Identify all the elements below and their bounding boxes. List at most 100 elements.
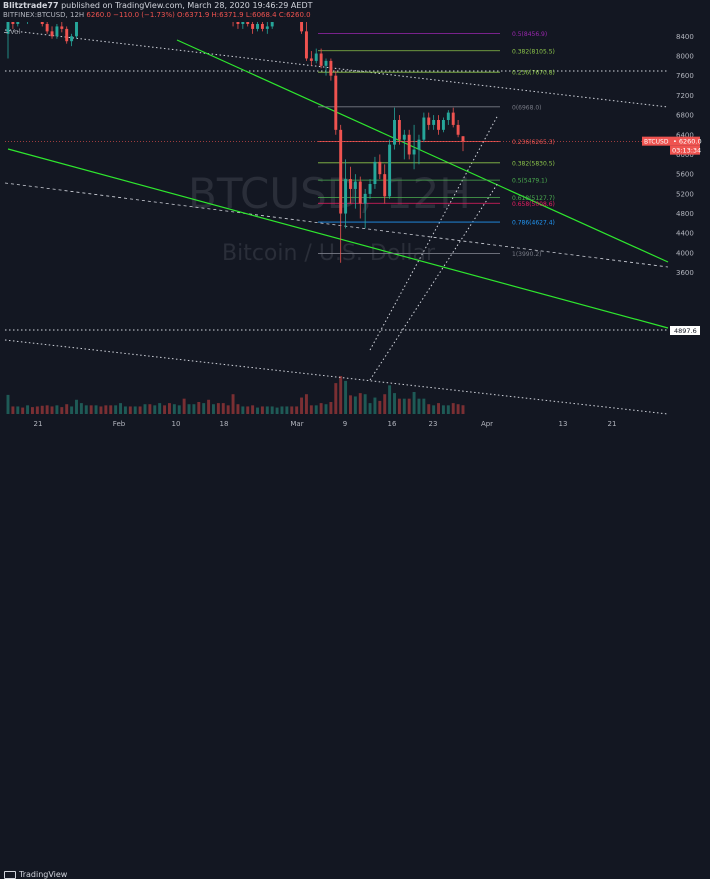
volume-bar bbox=[319, 403, 323, 414]
candle-body bbox=[270, 19, 274, 27]
candle-body bbox=[412, 149, 416, 155]
volume-bar bbox=[21, 407, 25, 414]
volume-bar bbox=[393, 393, 396, 414]
tradingview-logo[interactable]: TradingView bbox=[4, 870, 67, 879]
volume-bar bbox=[84, 405, 88, 414]
candle-body bbox=[314, 53, 318, 61]
volume-bar bbox=[89, 405, 93, 414]
volume-bar bbox=[11, 406, 15, 414]
lower-green-trendline bbox=[7, 148, 669, 329]
volume-bar bbox=[422, 398, 426, 414]
y-axis[interactable]: 3600 4000 4400 4800 5200 5600 6000 6400 6800 7200… bbox=[676, 0, 698, 277]
volume-bar bbox=[388, 385, 392, 414]
volume-bar bbox=[397, 398, 401, 414]
x-tick-label: 16 bbox=[388, 420, 397, 428]
countdown-badge bbox=[670, 145, 700, 155]
volume-bar bbox=[26, 405, 30, 414]
x-tick-label: Mar bbox=[290, 420, 303, 428]
volume-bar bbox=[260, 406, 264, 414]
y-tick-label: 4400 bbox=[676, 230, 694, 238]
candle-body bbox=[319, 53, 323, 66]
fib-level-label: 0.236(7670.8) bbox=[512, 70, 555, 77]
volume-indicator-label[interactable]: Vol bbox=[4, 28, 20, 36]
upper-green-trendline bbox=[176, 39, 669, 263]
fib-level-label: 0.5(8456.9) bbox=[512, 31, 547, 38]
volume-bar bbox=[280, 406, 284, 414]
header-bar: Blitztrade77 published on TradingView.co… bbox=[0, 0, 710, 22]
volume-bar bbox=[119, 403, 122, 414]
candle-body bbox=[417, 139, 421, 150]
channel-upper-line bbox=[369, 114, 499, 351]
volume-bar bbox=[207, 399, 211, 414]
fib-level-label: 0.658(5008.6) bbox=[512, 201, 555, 208]
volume-bar bbox=[231, 394, 235, 414]
volume-bar bbox=[251, 405, 255, 414]
level-badge bbox=[670, 326, 700, 335]
candle-body bbox=[373, 161, 377, 185]
candle-body bbox=[75, 14, 78, 37]
volume-bar bbox=[221, 403, 225, 414]
volume-bar bbox=[412, 392, 416, 414]
last-price-value-badge bbox=[670, 136, 700, 146]
volume-bar bbox=[285, 406, 289, 414]
volume-bar bbox=[30, 407, 34, 414]
y-tick-label: 4000 bbox=[676, 249, 694, 257]
volume-bar bbox=[275, 407, 279, 414]
volume-bar bbox=[187, 404, 191, 414]
x-axis[interactable]: 21 Feb 10 18 Mar 9 16 23 Apr 13 21 bbox=[34, 420, 617, 428]
volume-bar bbox=[236, 404, 240, 414]
candle-body bbox=[402, 134, 406, 140]
price-chart[interactable]: BTCUSD, 12H Bitcoin / U.S. Dollar 1(3990… bbox=[0, 0, 710, 451]
countdown-text: 03:13:34 bbox=[672, 147, 701, 155]
volume-layer bbox=[6, 376, 465, 414]
volume-bar bbox=[65, 404, 69, 414]
volume-bar bbox=[226, 405, 230, 414]
volume-bar bbox=[324, 404, 328, 414]
volume-bar bbox=[16, 406, 20, 414]
volume-bar bbox=[158, 403, 162, 414]
volume-bar bbox=[349, 395, 352, 414]
volume-bar bbox=[55, 405, 59, 414]
volume-bar bbox=[314, 405, 318, 414]
candle-body bbox=[309, 58, 313, 61]
candle-body bbox=[432, 119, 436, 125]
volume-bar bbox=[192, 404, 196, 414]
volume-bar bbox=[35, 406, 39, 414]
volume-bar bbox=[177, 405, 181, 414]
volume-bar bbox=[45, 405, 49, 414]
upper-dotted-trendline bbox=[4, 29, 669, 108]
ohlc-text: 6260.0 −110.0 (−1.73%) O:6371.9 H:6371.9… bbox=[86, 11, 311, 19]
candles-layer bbox=[6, 0, 465, 263]
volume-bar bbox=[75, 399, 78, 414]
candle-body bbox=[304, 31, 308, 59]
volume-bar bbox=[461, 405, 465, 414]
volume-bar bbox=[344, 380, 348, 414]
volume-bar bbox=[202, 403, 206, 414]
candle-body bbox=[368, 184, 372, 194]
volume-bar bbox=[50, 406, 54, 414]
volume-bar bbox=[304, 394, 308, 414]
x-tick-label: 21 bbox=[608, 420, 617, 428]
last-price-badge bbox=[642, 136, 670, 146]
candle-body bbox=[378, 161, 382, 175]
y-tick-label: 8400 bbox=[676, 33, 694, 41]
volume-bar bbox=[265, 406, 269, 414]
y-tick-label: 4800 bbox=[676, 210, 694, 218]
volume-bar bbox=[104, 405, 108, 414]
volume-bar bbox=[172, 404, 176, 414]
volume-bar bbox=[300, 397, 304, 414]
candle-body bbox=[65, 28, 69, 42]
fib-level-label: 1(3990.2) bbox=[512, 251, 542, 258]
volume-bar bbox=[427, 404, 431, 414]
fib-level-label: 0.382(8105.5) bbox=[512, 48, 555, 55]
volume-bar bbox=[432, 405, 436, 414]
publisher-name[interactable]: Blitztrade77 bbox=[3, 1, 59, 10]
volume-bar bbox=[94, 405, 98, 414]
volume-bar bbox=[143, 404, 147, 414]
candle-body bbox=[407, 134, 411, 155]
volume-bar bbox=[441, 405, 445, 414]
volume-bar bbox=[290, 406, 294, 414]
fib-level-label: 0.618(5127.7) bbox=[512, 195, 555, 202]
candle-body bbox=[388, 144, 392, 197]
footer-bar: TradingView bbox=[0, 433, 710, 879]
